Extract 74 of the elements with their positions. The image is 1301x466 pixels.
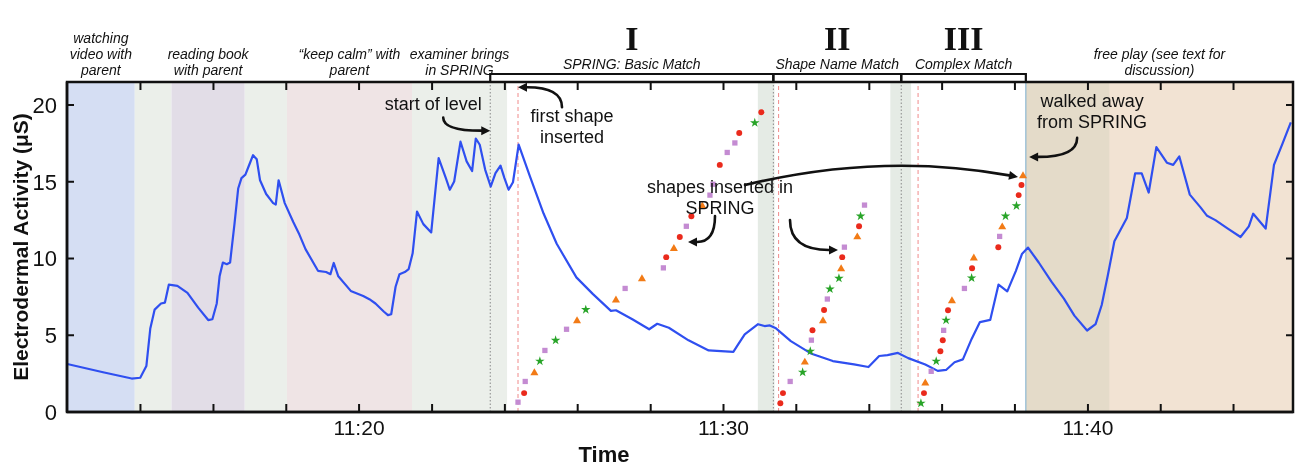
point: [716, 161, 723, 168]
band-label: examiner brings in SPRING: [408, 45, 511, 78]
point: [853, 232, 862, 240]
point: [969, 265, 976, 272]
point: [947, 296, 956, 304]
point: [637, 274, 646, 282]
y-tick-label: 5: [44, 323, 57, 349]
point: [939, 337, 946, 344]
point: [535, 356, 545, 366]
point: [521, 390, 528, 397]
point: [916, 398, 926, 408]
y-tick-label: 0: [44, 399, 57, 425]
band-label: free play (see text for discussion): [1092, 45, 1227, 78]
point: [1000, 211, 1011, 221]
annotation: shapes inserted in SPRING: [645, 177, 795, 219]
point: [669, 244, 678, 252]
point: [550, 335, 561, 345]
annotation: first shape inserted: [529, 106, 615, 148]
point: [779, 390, 786, 397]
point: [800, 357, 809, 365]
point: [937, 348, 944, 355]
point: [809, 327, 816, 334]
point: [966, 273, 977, 283]
point: [839, 254, 846, 261]
point: [732, 140, 738, 146]
point: [856, 223, 863, 230]
point: [818, 316, 827, 324]
band-label: watching video with parent: [68, 29, 133, 78]
point: [861, 202, 868, 208]
point: [920, 390, 927, 397]
text: III: [943, 20, 984, 57]
point: [736, 129, 743, 136]
x-axis-title: Time: [578, 442, 630, 466]
text: Shape Name Match: [775, 56, 900, 72]
point: [676, 234, 683, 240]
band-label: “keep calm” with parent: [298, 45, 401, 78]
point: [834, 273, 844, 283]
point: [707, 192, 713, 198]
point: [797, 367, 808, 377]
point: [663, 254, 670, 261]
point: [573, 316, 582, 324]
text: II: [824, 20, 851, 57]
point: [750, 117, 760, 127]
point: [515, 399, 521, 405]
point: [581, 304, 591, 314]
point: [758, 109, 765, 116]
text: SPRING: Basic Match: [562, 56, 701, 72]
x-tick-label: 11:40: [1062, 415, 1114, 439]
annotation: start of level: [383, 93, 483, 114]
point: [1018, 171, 1028, 179]
band-label: reading book with parent: [166, 45, 250, 78]
point: [660, 265, 667, 271]
x-tick-label: 11:30: [698, 415, 749, 439]
x-tick-label: 11:20: [333, 415, 385, 439]
point: [1018, 182, 1025, 188]
text: Complex Match: [914, 56, 1013, 72]
point: [969, 253, 978, 261]
point: [777, 400, 784, 407]
point: [1011, 200, 1022, 210]
point: [622, 285, 628, 292]
annotation: walked away from SPRING: [1036, 91, 1149, 133]
point: [824, 296, 830, 302]
point: [837, 264, 846, 272]
y-tick-label: 15: [32, 169, 57, 195]
point: [821, 306, 828, 313]
y-tick-label: 20: [32, 92, 57, 118]
point: [1015, 192, 1022, 199]
point: [542, 347, 548, 354]
point: [945, 307, 952, 314]
point: [995, 244, 1002, 251]
text: I: [625, 20, 639, 57]
y-tick-label: 10: [32, 246, 57, 272]
point: [855, 211, 866, 221]
y-axis-title: Electrodermal Activity (μS): [9, 113, 32, 381]
